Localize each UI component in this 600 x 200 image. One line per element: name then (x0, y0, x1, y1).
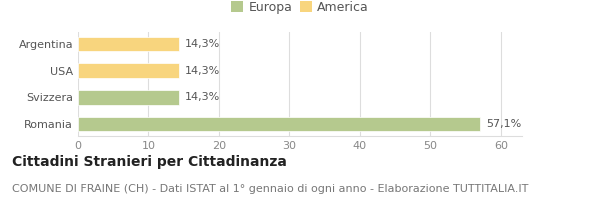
Text: Cittadini Stranieri per Cittadinanza: Cittadini Stranieri per Cittadinanza (12, 155, 287, 169)
Bar (78, 63, 179, 78)
Legend: Europa, America: Europa, America (227, 0, 373, 17)
Text: 14,3%: 14,3% (184, 92, 220, 102)
Bar (78, 90, 179, 105)
Text: 14,3%: 14,3% (184, 66, 220, 76)
Text: 57,1%: 57,1% (486, 119, 521, 129)
Bar (78, 37, 179, 51)
Text: COMUNE DI FRAINE (CH) - Dati ISTAT al 1° gennaio di ogni anno - Elaborazione TUT: COMUNE DI FRAINE (CH) - Dati ISTAT al 1°… (12, 184, 529, 194)
Bar (78, 117, 481, 131)
Text: 14,3%: 14,3% (184, 39, 220, 49)
